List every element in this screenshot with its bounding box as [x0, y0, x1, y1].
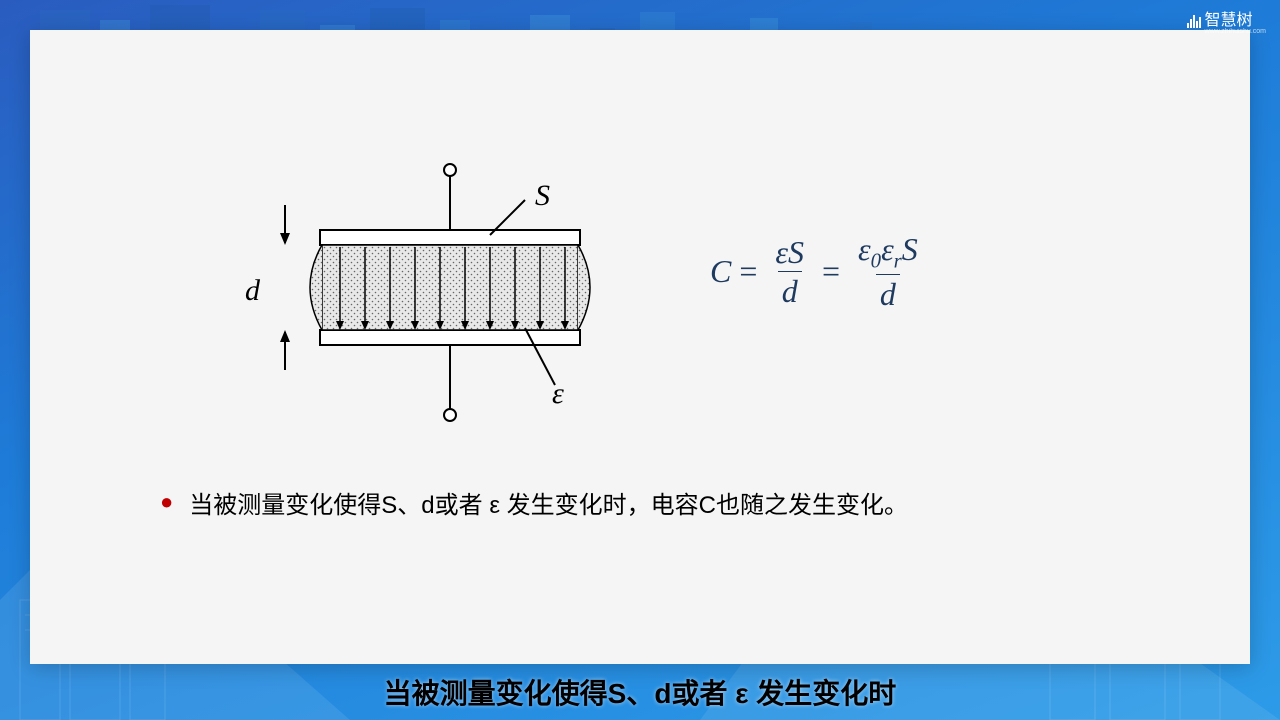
slide-content: S d ε C = εS d = ε0εrS d ● 当被测量变化使得S、d或者…: [30, 30, 1250, 664]
bullet-point: ● 当被测量变化使得S、d或者 ε 发生变化时，电容C也随之发生变化。: [160, 485, 1170, 520]
label-eps: ε: [552, 377, 564, 410]
formula-frac2: ε0εrS d: [854, 230, 922, 314]
bullet-text-content: 当被测量变化使得S、d或者 ε 发生变化时，电容C也随之发生变化。: [189, 485, 908, 520]
formula-C: C: [710, 253, 731, 290]
logo-bars-icon: [1187, 14, 1201, 28]
label-S: S: [535, 179, 550, 212]
formula-eq1: =: [739, 253, 757, 290]
logo-text: 智慧树: [1205, 6, 1266, 30]
logo-subtext: www.zhihuishu.com: [1205, 28, 1266, 35]
label-d: d: [245, 274, 261, 307]
platform-logo: 智慧树 www.zhihuishu.com: [1187, 6, 1266, 35]
bullet-icon: ●: [160, 489, 173, 515]
video-subtitle: 当被测量变化使得S、d或者 ε 发生变化时: [0, 672, 1280, 712]
formula-eq2: =: [822, 253, 840, 290]
capacitor-diagram: S d ε: [230, 135, 630, 455]
formula-frac1: εS d: [771, 233, 808, 311]
capacitance-formula: C = εS d = ε0εrS d: [710, 230, 928, 314]
